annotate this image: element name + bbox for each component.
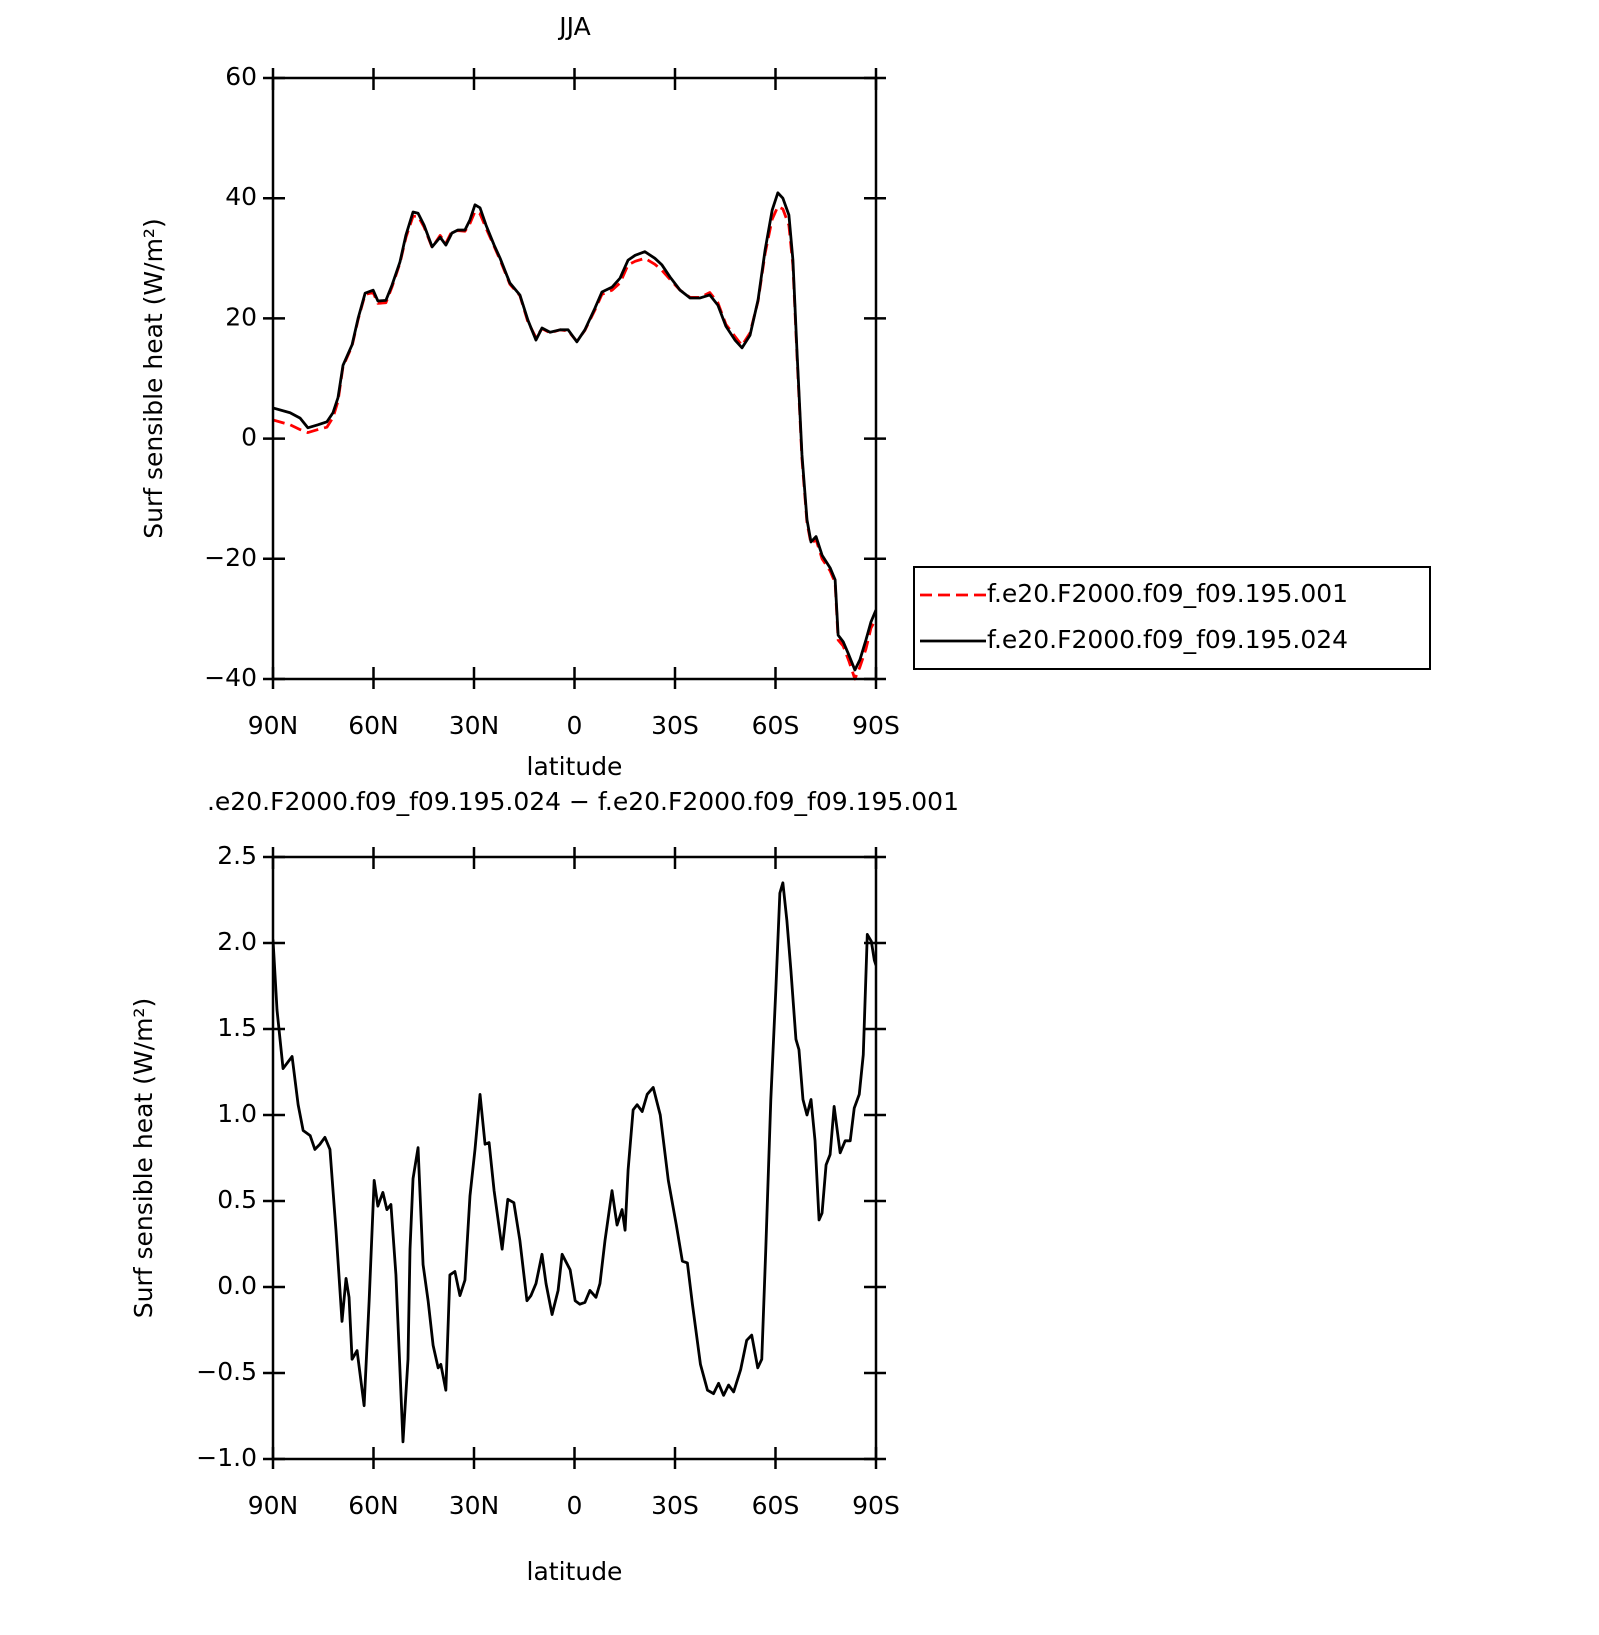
y-axis-label: Surf sensible heat (W/m²) — [139, 218, 168, 538]
y-axis-label: Surf sensible heat (W/m²) — [129, 998, 158, 1318]
legend-box — [913, 566, 1431, 670]
x-tick-label: 60N — [348, 1491, 399, 1520]
y-tick-label: −0.5 — [196, 1357, 257, 1386]
x-tick-label: 90N — [248, 1491, 299, 1520]
y-tick-label: 0 — [241, 423, 257, 452]
chart-title: JJA — [557, 12, 590, 41]
y-tick-label: 2.0 — [217, 927, 257, 956]
data-line — [273, 205, 876, 681]
y-tick-label: −1.0 — [196, 1443, 257, 1472]
x-tick-label: 0 — [567, 711, 583, 740]
y-tick-label: 2.5 — [217, 841, 257, 870]
legend-label: f.e20.F2000.f09_f09.195.024 — [987, 625, 1348, 654]
x-tick-label: 90S — [852, 711, 900, 740]
y-tick-label: 0.5 — [217, 1185, 257, 1214]
y-tick-label: 1.5 — [217, 1013, 257, 1042]
plot-frame — [271, 855, 878, 1461]
x-tick-label: 90S — [852, 1491, 900, 1520]
x-axis-label: latitude — [527, 752, 623, 781]
x-tick-label: 60S — [752, 1491, 800, 1520]
x-axis-label: latitude — [527, 1557, 623, 1586]
y-tick-label: 40 — [225, 182, 257, 211]
data-line — [273, 191, 876, 672]
x-tick-label: 30S — [651, 711, 699, 740]
x-tick-label: 30S — [651, 1491, 699, 1520]
x-tick-label: 0 — [567, 1491, 583, 1520]
x-tick-label: 30N — [449, 711, 500, 740]
x-tick-label: 60S — [752, 711, 800, 740]
y-tick-label: 60 — [225, 62, 257, 91]
data-line — [273, 881, 876, 1444]
plot-frame — [271, 76, 878, 681]
y-tick-label: −20 — [204, 543, 257, 572]
chart-title: .e20.F2000.f09_f09.195.024 − f.e20.F2000… — [207, 787, 959, 816]
x-tick-label: 30N — [449, 1491, 500, 1520]
x-tick-label: 90N — [248, 711, 299, 740]
y-tick-label: 0.0 — [217, 1271, 257, 1300]
y-tick-label: −40 — [204, 663, 257, 692]
y-tick-label: 1.0 — [217, 1099, 257, 1128]
x-tick-label: 60N — [348, 711, 399, 740]
y-tick-label: 20 — [225, 302, 257, 331]
legend-label: f.e20.F2000.f09_f09.195.001 — [987, 579, 1348, 608]
